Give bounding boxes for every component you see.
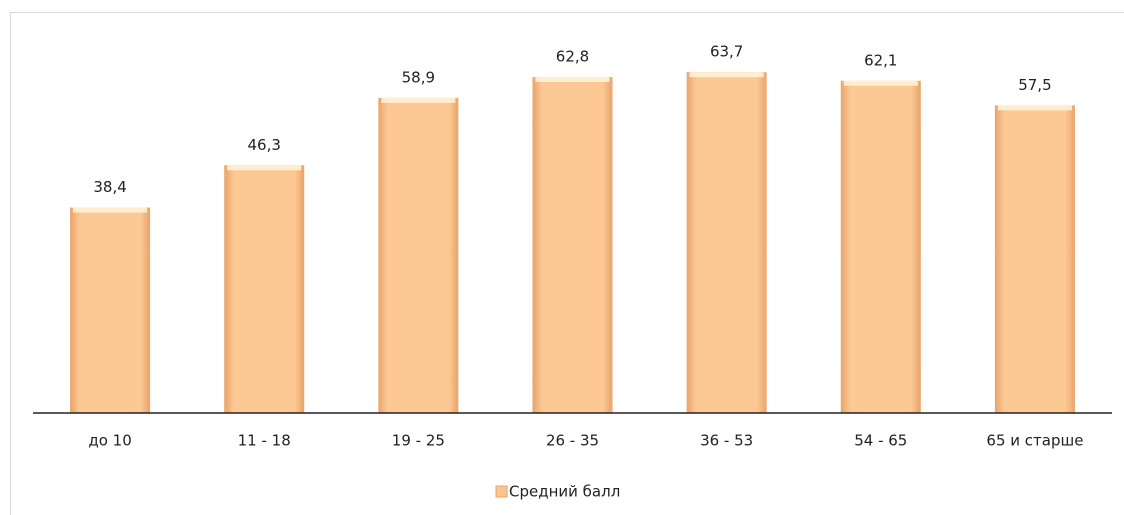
bar-bevel: [689, 72, 764, 78]
value-label: 46,3: [248, 136, 281, 154]
value-label: 57,5: [1018, 76, 1051, 94]
bar: [70, 207, 151, 413]
value-label: 62,8: [556, 48, 589, 66]
bar-bevel: [535, 77, 610, 83]
x-tick-label: 36 - 53: [700, 432, 753, 450]
value-label: 58,9: [402, 68, 435, 86]
x-tick-label: до 10: [88, 432, 131, 450]
bar: [994, 105, 1075, 413]
x-tick-label: 54 - 65: [854, 432, 907, 450]
legend-swatch: [495, 485, 508, 498]
value-label: 63,7: [710, 43, 743, 61]
x-tick-label: 11 - 18: [238, 432, 291, 450]
value-label: 38,4: [93, 178, 126, 196]
chart-frame: [10, 12, 1124, 515]
bar: [532, 77, 613, 414]
value-label: 62,1: [864, 51, 897, 69]
bar: [224, 165, 305, 413]
bar: [840, 80, 921, 413]
bar-bevel: [381, 97, 456, 103]
bar-bevel: [73, 207, 148, 213]
bar-bevel: [997, 105, 1072, 111]
bar-bevel: [843, 80, 918, 86]
bar: [378, 97, 459, 413]
legend-label: Средний балл: [509, 483, 620, 501]
x-tick-label: 26 - 35: [546, 432, 599, 450]
x-tick-label: 65 и старше: [986, 432, 1083, 450]
bar-bevel: [227, 165, 302, 171]
bar: [686, 72, 767, 413]
x-tick-label: 19 - 25: [392, 432, 445, 450]
